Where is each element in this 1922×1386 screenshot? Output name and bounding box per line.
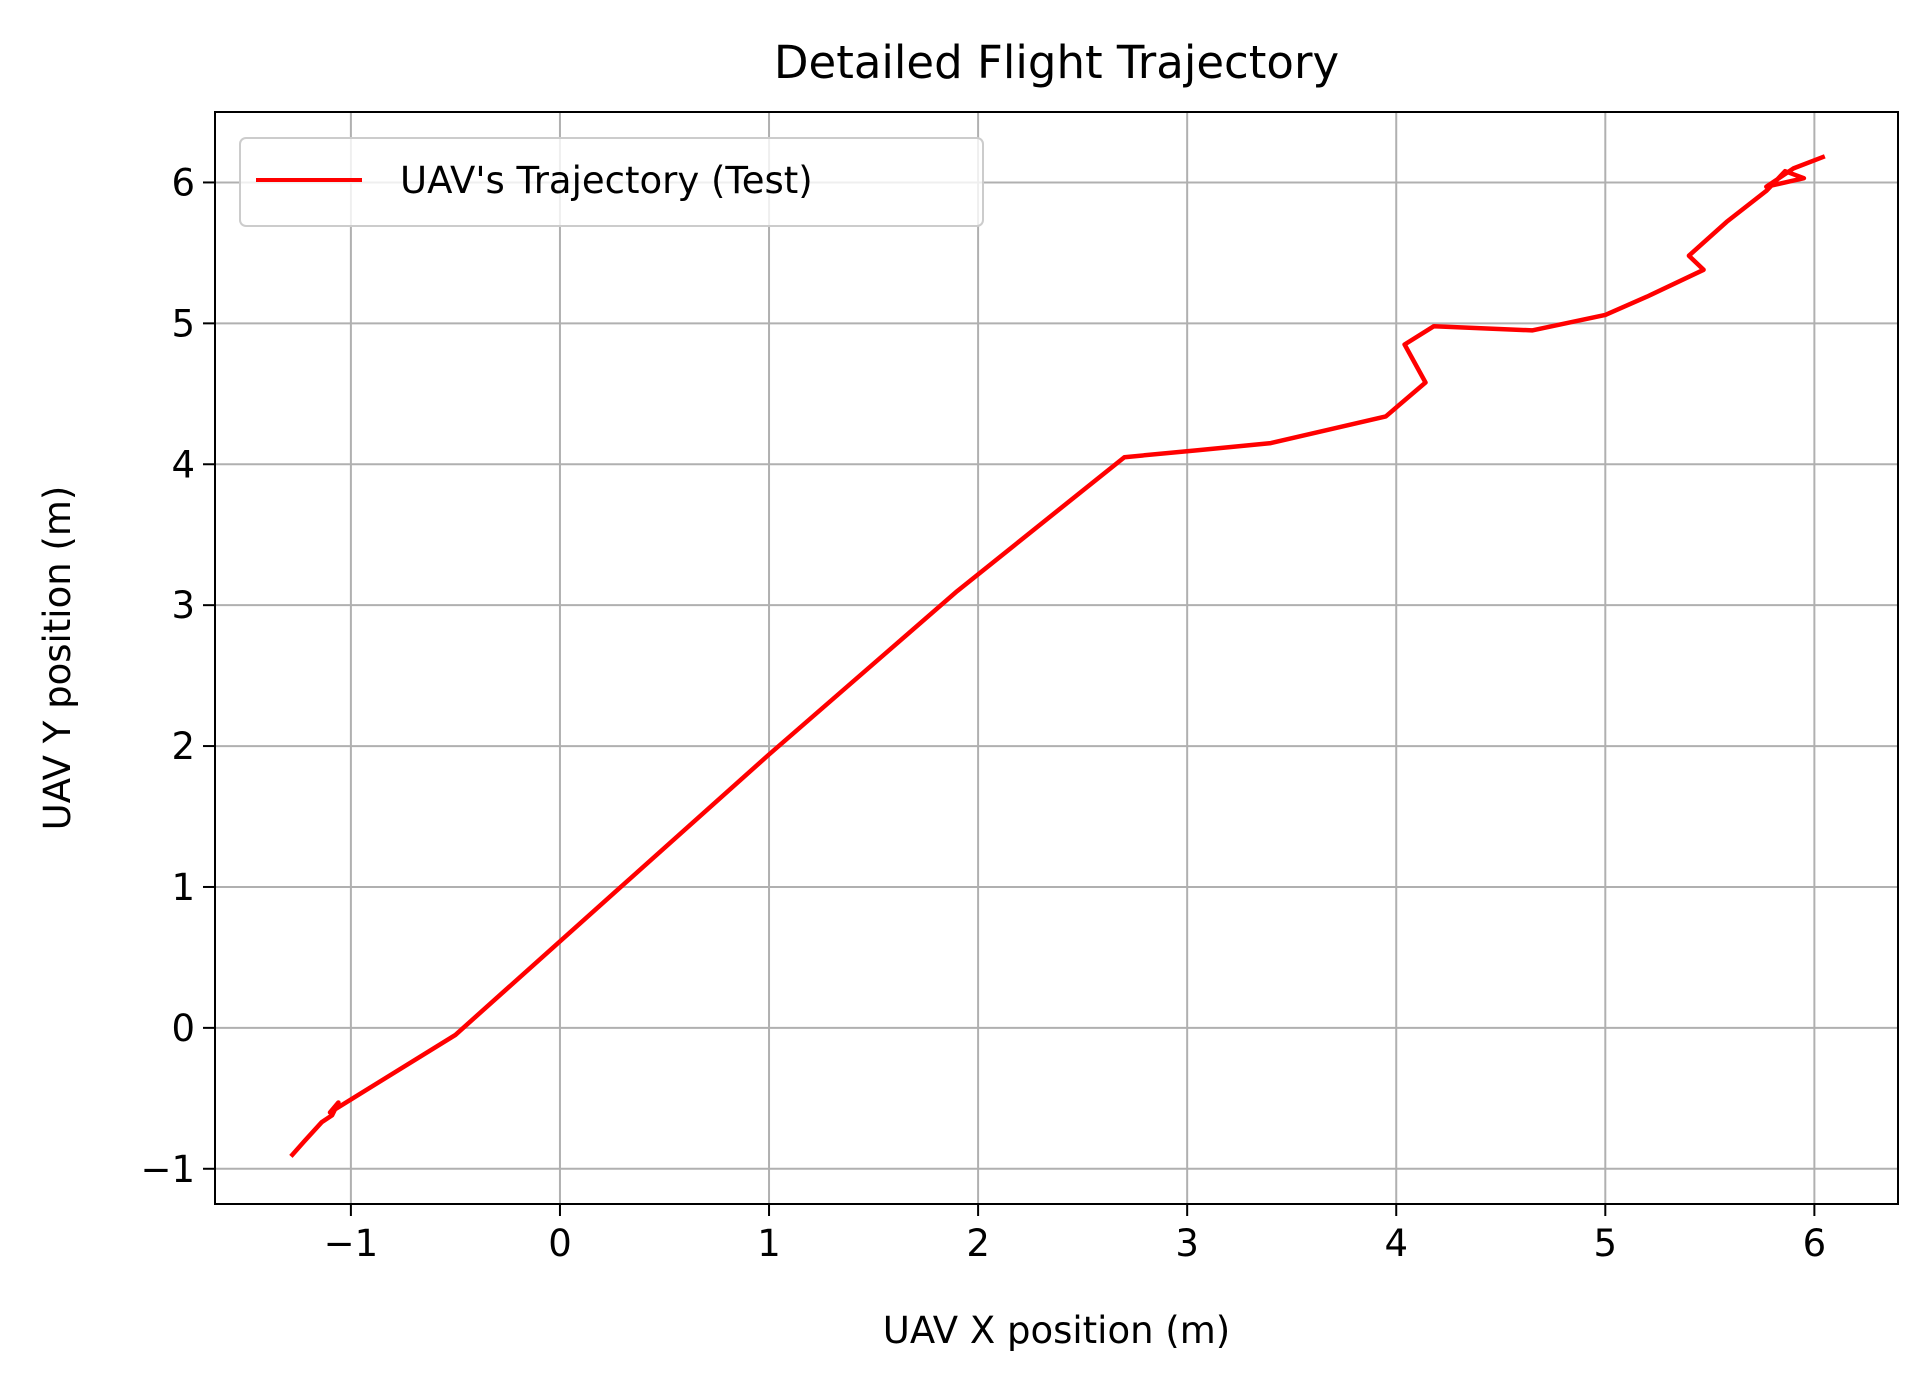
y-tick-label: −1 bbox=[140, 1148, 195, 1191]
x-tick-label: 3 bbox=[1175, 1222, 1199, 1265]
legend-box bbox=[239, 137, 984, 227]
x-tick-label: 1 bbox=[757, 1222, 781, 1265]
trajectory-line bbox=[289, 154, 1826, 1158]
y-tick-label: 2 bbox=[171, 725, 195, 768]
y-tick-label: 4 bbox=[171, 443, 195, 486]
y-tick-label: 0 bbox=[171, 1007, 195, 1050]
y-tick-label: 5 bbox=[171, 302, 195, 345]
x-tick-label: 0 bbox=[548, 1222, 572, 1265]
x-axis-label: UAV X position (m) bbox=[883, 1309, 1230, 1352]
y-tick-label: 1 bbox=[171, 866, 195, 909]
grid bbox=[215, 112, 1898, 1204]
x-tick-label: 4 bbox=[1384, 1222, 1408, 1265]
y-tick-label: 6 bbox=[171, 161, 195, 204]
plot-frame bbox=[214, 111, 1899, 1205]
axis-ticks: −1 0 1 2 3 4 5 6 −1 0 1 2 3 4 5 6 bbox=[140, 161, 1826, 1265]
y-tick-label: 3 bbox=[171, 584, 195, 627]
x-tick-label: 6 bbox=[1803, 1222, 1827, 1265]
legend: UAV's Trajectory (Test) bbox=[239, 137, 984, 227]
plot-area bbox=[289, 154, 1826, 1158]
chart-title: Detailed Flight Trajectory bbox=[774, 36, 1339, 89]
legend-label: UAV's Trajectory (Test) bbox=[400, 159, 813, 202]
x-tick-label: −1 bbox=[324, 1222, 379, 1265]
x-tick-label: 2 bbox=[966, 1222, 990, 1265]
x-tick-label: 5 bbox=[1594, 1222, 1618, 1265]
y-axis-label: UAV Y position (m) bbox=[36, 486, 79, 831]
